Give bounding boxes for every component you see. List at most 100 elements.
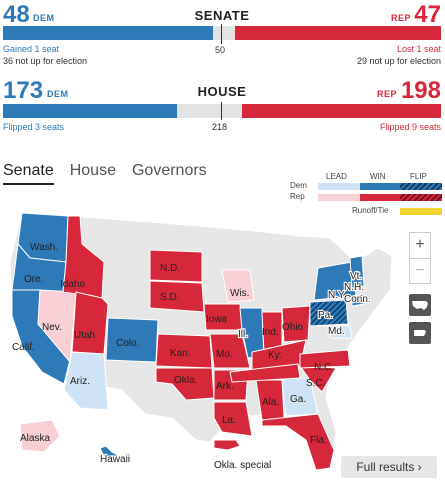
legend-dem-label: Dem [290,181,307,190]
label-ga: Ga. [290,394,306,405]
race-tabs: Senate House Governors [3,161,207,185]
state-hawaii [99,445,121,465]
house-dem-label: DEM [47,89,69,99]
tab-governors[interactable]: Governors [131,162,207,179]
label-colo: Colo. [116,338,139,349]
label-ariz: Ariz. [70,376,90,387]
us-senate-map: Wash. Ore. Calif. Idaho Nev. Utah Ariz. … [0,200,445,481]
label-la: La. [222,415,236,426]
state-sd [149,280,205,313]
label-nh: N.H. [344,282,364,293]
state-va-tn [229,363,301,383]
state-ariz [63,351,109,411]
label-ill: Ill. [238,329,248,340]
label-pa: Pa. [318,310,333,321]
label-hawaii: Hawaii [100,454,130,465]
label-iowa: Iowa [206,314,228,325]
label-ohio: Ohio [282,322,304,333]
legend-rep-win-swatch [360,194,402,201]
us-map-glyph [412,301,428,310]
label-wash: Wash. [30,242,58,253]
tab-house[interactable]: House [69,162,116,179]
senate-summary: 48 DEM SENATE REP 47 50 Gained 1 seat 36… [3,2,441,70]
house-majority-line [221,102,222,120]
senate-majority-line [221,24,222,44]
state-okla [155,367,215,401]
senate-rep-not-up-note: 29 not up for election [356,56,441,66]
house-majority-number: 218 [212,122,228,132]
state-nd [149,249,203,283]
label-calif: Calif. [12,342,35,353]
senate-dem-count: 48 [3,1,30,28]
legend-dem-lead-swatch [318,183,360,190]
label-ny: N.Y. [328,290,346,301]
label-ark: Ark. [216,381,234,392]
state-md [327,325,353,339]
legend-rep-lead-swatch [318,194,360,201]
label-ore: Ore. [24,274,43,285]
us-map-icon[interactable] [409,294,431,316]
senate-dem-gain-note: Gained 1 seat [3,44,60,54]
house-dem-flip-note: Flipped 3 seats [3,122,65,132]
senate-dem-label: DEM [33,13,55,23]
label-kan: Kan. [170,348,191,359]
state-alaska [19,419,61,453]
state-utah [71,291,109,355]
pennsylvania-glyph [414,330,426,336]
state-pa [309,299,349,327]
state-mo [209,333,251,369]
senate-rep-loss-note: Lost 1 seat [396,44,441,54]
legend-lead-heading: LEAD [326,172,347,181]
us-map-svg: Wash. Ore. Calif. Idaho Nev. Utah Ariz. … [9,212,393,471]
senate-seat-bar [3,26,441,40]
label-alaska: Alaska [20,433,50,444]
house-summary: 173 DEM HOUSE REP 198 218 Flipped 3 seat… [3,78,441,136]
legend-win-heading: WIN [370,172,386,181]
full-results-button[interactable]: Full results › [341,456,437,478]
state-nc [299,349,351,369]
zoom-control: + − [409,232,431,284]
label-okla-special: Okla. special [214,460,271,471]
label-vt: Vt. [350,271,362,282]
tab-senate[interactable]: Senate [3,161,54,185]
pennsylvania-icon[interactable] [409,322,431,344]
legend-runoff-swatch [400,208,442,215]
house-rep-label: REP [376,89,397,99]
state-ohio [281,305,311,343]
label-ind: Ind. [262,327,279,338]
state-nh-vt [349,255,365,289]
state-wis [221,269,255,303]
state-okla-special [213,439,241,451]
house-seat-bar [3,104,441,118]
label-ky: Ky. [268,350,282,361]
legend-dem-flip-swatch [400,183,442,190]
label-fla: Fla. [310,435,327,446]
senate-majority-number: 50 [215,45,226,55]
label-nc: N.C. [314,362,334,373]
minus-icon[interactable]: − [410,258,430,283]
state-conn [351,293,365,307]
label-okla: Okla. [174,375,197,386]
label-sc: S.C. [306,378,325,389]
legend-rep-flip-swatch [400,194,442,201]
map-state-labels: Wash. Ore. Calif. Idaho Nev. Utah Ariz. … [12,242,372,471]
label-sd: S.D. [160,292,179,303]
label-conn: Conn. [344,294,371,305]
house-dem-bar [3,104,177,118]
house-title: HOUSE [197,84,247,99]
house-rep-flip-note: Flipped 9 seats [379,122,441,132]
house-rep-count: 198 [400,77,441,104]
house-dem-count: 173 [3,77,44,104]
senate-dem-not-up-note: 36 not up for election [3,56,88,66]
label-md: Md. [328,326,345,337]
legend-flip-heading: FLIP [410,172,427,181]
senate-rep-count: 47 [414,1,441,28]
senate-rep-label: REP [390,13,411,23]
state-la [213,401,253,437]
senate-dem-bar [3,26,213,40]
label-utah: Utah [74,330,95,341]
state-fla [261,413,335,471]
plus-icon[interactable]: + [415,236,425,253]
label-idaho: Idaho [60,279,85,290]
label-nd: N.D. [160,263,180,274]
